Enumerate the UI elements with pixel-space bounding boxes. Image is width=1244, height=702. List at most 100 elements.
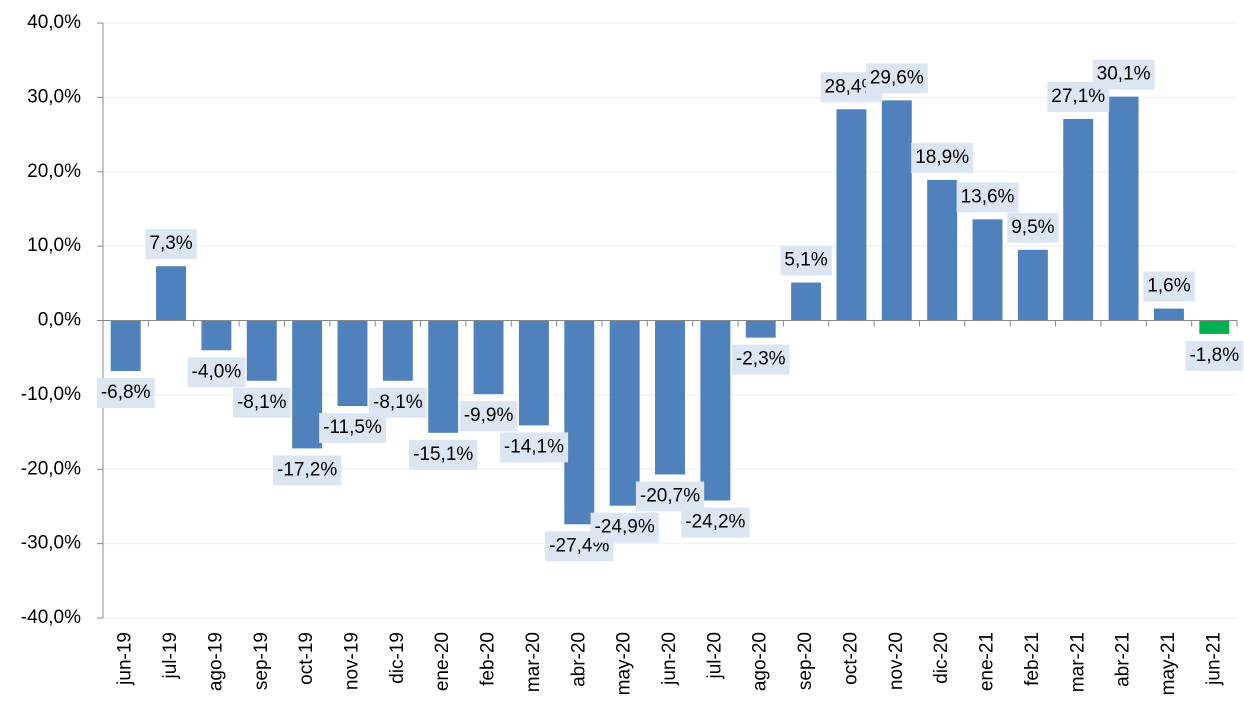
value-label-bg xyxy=(681,507,750,538)
y-tick-label: -10,0% xyxy=(21,384,81,405)
value-label: -9,9% xyxy=(459,401,518,432)
value-label: 7,3% xyxy=(145,229,197,260)
x-tick-label: jul-20 xyxy=(704,632,725,679)
value-label-bg xyxy=(1143,271,1195,302)
x-tick-label: feb-21 xyxy=(1022,632,1043,686)
value-label-bg xyxy=(187,357,246,388)
value-label: 28,4% xyxy=(820,72,883,103)
value-label-bg xyxy=(780,245,832,276)
x-tick-label: ene-21 xyxy=(977,632,998,691)
x-tick-label: sep-20 xyxy=(795,632,816,690)
bar xyxy=(655,320,685,475)
value-label: -24,9% xyxy=(590,512,659,543)
value-label-text: 27,1% xyxy=(1051,86,1105,107)
value-label: -6,8% xyxy=(96,378,155,409)
value-label-text: -2,3% xyxy=(736,349,786,370)
value-label: 5,1% xyxy=(780,245,832,276)
value-label-text: 18,9% xyxy=(915,147,969,168)
value-label-text: 29,6% xyxy=(870,67,924,88)
value-label-text: 13,6% xyxy=(961,186,1015,207)
x-tick-label: abr-21 xyxy=(1113,632,1134,687)
value-label-text: 1,6% xyxy=(1147,276,1190,297)
bar xyxy=(836,109,867,321)
bar xyxy=(1199,320,1230,334)
value-label: -1,8% xyxy=(1185,340,1244,371)
bar xyxy=(609,320,640,506)
bar xyxy=(791,282,822,321)
value-label: -14,1% xyxy=(499,432,569,463)
x-tick-label: feb-20 xyxy=(478,632,499,686)
value-label-bg xyxy=(911,142,974,173)
value-label-text: -20,7% xyxy=(640,485,700,506)
value-label-bg xyxy=(145,229,197,260)
value-label: 1,6% xyxy=(1143,271,1195,302)
value-label: 30,1% xyxy=(1092,59,1155,90)
x-tick-label: jun-19 xyxy=(115,632,136,686)
value-label-text: -24,2% xyxy=(685,512,745,533)
value-label-text: -8,1% xyxy=(373,392,423,413)
value-label-text: -4,0% xyxy=(192,361,242,382)
bar xyxy=(246,320,277,381)
value-label-text: 9,5% xyxy=(1011,217,1054,238)
bar xyxy=(564,320,595,525)
value-label-text: -17,2% xyxy=(277,459,337,480)
bar xyxy=(292,320,323,449)
bar xyxy=(972,219,1003,321)
value-label-text: 28,4% xyxy=(825,76,879,97)
value-label-bg xyxy=(1007,212,1059,243)
value-label-bg xyxy=(369,387,427,418)
x-tick-label: nov-20 xyxy=(886,632,907,690)
bar xyxy=(927,179,958,321)
bar xyxy=(382,320,413,381)
value-label-bg xyxy=(635,481,705,512)
value-label: -15,1% xyxy=(409,439,478,470)
value-label-text: -6,8% xyxy=(101,382,151,403)
bar xyxy=(156,266,187,321)
bar xyxy=(518,320,549,426)
x-tick-label: mar-21 xyxy=(1067,632,1088,692)
x-tick-label: jun-21 xyxy=(1203,632,1224,686)
bar xyxy=(1063,118,1094,321)
x-tick-label: jun-20 xyxy=(659,632,680,686)
value-label-bg xyxy=(590,512,659,543)
bar xyxy=(700,320,731,501)
value-label: -8,1% xyxy=(369,387,427,418)
x-tick-label: dic-20 xyxy=(931,632,952,684)
value-label-bg xyxy=(865,63,928,94)
x-tick-label: ago-20 xyxy=(750,632,771,691)
value-label-bg xyxy=(956,182,1019,213)
bar xyxy=(337,320,368,407)
bar xyxy=(428,320,459,433)
value-label-bg xyxy=(499,432,569,463)
value-label-bg xyxy=(409,439,478,470)
y-tick-label: 40,0% xyxy=(27,12,81,33)
value-label-text: 5,1% xyxy=(784,250,827,271)
x-tick-label: abr-20 xyxy=(568,632,589,687)
x-tick-label: mar-20 xyxy=(523,632,544,692)
value-label-bg xyxy=(273,455,342,486)
value-label-text: -1,8% xyxy=(1189,345,1239,366)
bar xyxy=(1153,308,1184,321)
value-label-bg xyxy=(731,344,790,375)
y-tick-label: -20,0% xyxy=(21,458,81,479)
value-label-text: 7,3% xyxy=(149,233,192,254)
value-label-text: -9,9% xyxy=(464,405,514,426)
x-tick-label: oct-20 xyxy=(840,632,861,685)
y-tick-label: 10,0% xyxy=(27,235,81,256)
value-label-bg xyxy=(96,378,155,409)
y-tick-label: 30,0% xyxy=(27,86,81,107)
x-tick-label: oct-19 xyxy=(296,632,317,685)
value-label: -17,2% xyxy=(273,455,342,486)
value-label-text: -24,9% xyxy=(595,517,655,538)
value-label-text: -15,1% xyxy=(413,444,473,465)
value-label-text: -11,5% xyxy=(323,417,382,438)
x-tick-label: nov-19 xyxy=(341,632,362,690)
value-label: -4,0% xyxy=(187,357,246,388)
bar xyxy=(110,320,141,372)
value-label: 18,9% xyxy=(911,142,974,173)
bar xyxy=(745,320,776,338)
bar xyxy=(1017,249,1048,321)
value-label: 29,6% xyxy=(865,63,928,94)
value-label: -8,1% xyxy=(232,387,291,418)
